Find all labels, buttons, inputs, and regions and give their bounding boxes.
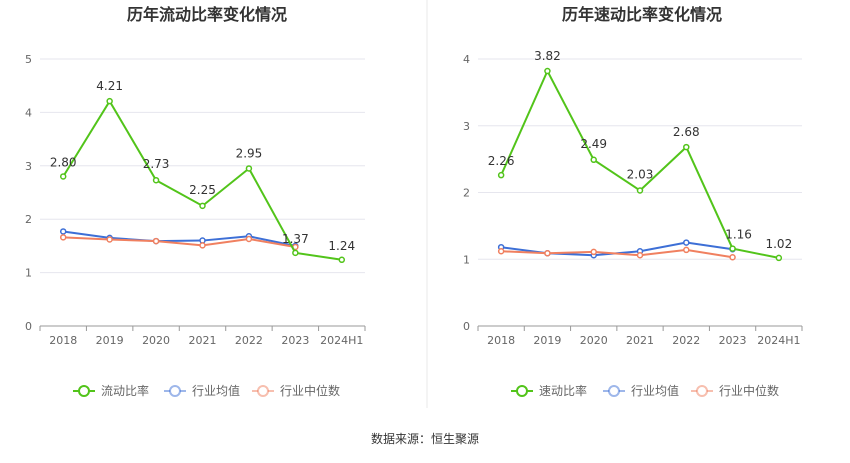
data-label: 2.03 [627, 167, 654, 181]
y-tick-label: 4 [25, 106, 32, 119]
data-label: 1.16 [725, 228, 752, 242]
data-point [106, 97, 113, 105]
legend-label: 行业均值 [631, 383, 679, 398]
legend-label: 行业中位数 [719, 383, 779, 398]
data-label: 2.26 [488, 154, 515, 168]
x-tick-label: 2021 [189, 334, 217, 347]
data-point [338, 256, 346, 264]
series-line-3 [501, 248, 733, 259]
data-point [729, 245, 736, 252]
legend-label: 速动比率 [539, 383, 587, 398]
legend-item-3: 行业中位数 [252, 383, 340, 398]
x-tick-label: 2018 [49, 334, 77, 347]
legend-marker-swatch [696, 385, 708, 397]
data-point [497, 247, 505, 255]
x-tick-label: 2022 [672, 334, 700, 347]
data-point [152, 176, 160, 184]
data-point [636, 251, 644, 259]
data-label: 1.02 [765, 237, 792, 251]
data-point [590, 156, 597, 164]
data-point [152, 237, 160, 245]
chart-title: 历年速动比率变化情况 [562, 5, 722, 24]
y-tick-label: 1 [463, 253, 470, 266]
data-source-note: 数据来源：恒生聚源 [370, 432, 479, 446]
data-point [245, 235, 253, 243]
y-tick-label: 3 [463, 120, 470, 133]
y-tick-label: 0 [25, 320, 32, 333]
y-tick-label: 1 [25, 267, 32, 280]
x-tick-label: 2023 [719, 334, 747, 347]
legend-marker-swatch [78, 385, 90, 397]
data-point [544, 67, 551, 75]
legend-label: 行业均值 [192, 383, 240, 398]
legend-item-2: 行业均值 [164, 383, 240, 398]
y-tick-label: 2 [25, 213, 32, 226]
legend-item-3: 行业中位数 [691, 383, 779, 398]
data-point [683, 246, 690, 254]
x-tick-label: 2019 [533, 334, 561, 347]
data-point [292, 249, 299, 257]
data-label: 3.82 [534, 49, 561, 63]
data-point [729, 253, 736, 261]
y-tick-label: 0 [463, 320, 470, 333]
x-tick-label: 2021 [626, 334, 654, 347]
x-tick-label: 2020 [580, 334, 608, 347]
data-label: 2.80 [50, 155, 77, 169]
y-tick-label: 2 [463, 187, 470, 200]
data-point [544, 249, 551, 257]
x-tick-label: 2019 [96, 334, 124, 347]
chart-title: 历年流动比率变化情况 [127, 5, 287, 24]
legend-marker-swatch [257, 385, 269, 397]
data-point [106, 236, 113, 243]
x-tick-label: 2024H1 [757, 334, 800, 347]
series-line-3 [63, 236, 296, 248]
chart-2: 历年速动比率变化情况 0 1 2 3 4 2018 2019 2020 2021 2022 2023 2… [463, 5, 803, 398]
data-label: 2.73 [143, 157, 170, 171]
legend-marker-swatch [169, 385, 181, 397]
data-point [59, 234, 67, 241]
data-label: 2.95 [236, 146, 263, 160]
data-label: 2.49 [580, 137, 607, 151]
data-point [590, 248, 597, 256]
y-tick-label: 5 [25, 53, 32, 66]
legend-label: 流动比率 [101, 383, 149, 398]
data-point [683, 143, 690, 151]
legend-item-1: 流动比率 [73, 383, 149, 398]
data-point [636, 187, 644, 194]
data-point [199, 202, 206, 210]
x-tick-label: 2022 [235, 334, 263, 347]
data-point [199, 242, 206, 249]
data-label: 2.25 [189, 183, 216, 197]
x-tick-label: 2024H1 [320, 334, 363, 347]
data-label: 1.37 [282, 232, 309, 246]
y-tick-label: 3 [25, 160, 32, 173]
legend-label: 行业中位数 [280, 383, 340, 398]
x-tick-label: 2020 [142, 334, 170, 347]
legend-marker-swatch [608, 385, 620, 397]
legend-item-2: 行业均值 [603, 383, 679, 398]
data-point [59, 228, 67, 235]
x-tick-label: 2018 [487, 334, 515, 347]
y-tick-label: 4 [463, 53, 470, 66]
legend-marker-swatch [516, 385, 528, 397]
data-point [775, 254, 783, 262]
data-label: 4.21 [96, 79, 123, 93]
data-point [497, 171, 505, 179]
series-line-2 [63, 230, 296, 247]
data-label: 2.68 [673, 125, 700, 139]
data-point [245, 165, 253, 172]
chart-1: 历年流动比率变化情况 0 1 2 3 4 5 2018 2019 2020 2021 2022 2023… [25, 5, 366, 398]
x-tick-label: 2023 [281, 334, 309, 347]
data-point [59, 173, 67, 180]
data-point [683, 239, 690, 246]
data-label: 1.24 [328, 239, 355, 253]
legend-item-1: 速动比率 [511, 383, 587, 398]
